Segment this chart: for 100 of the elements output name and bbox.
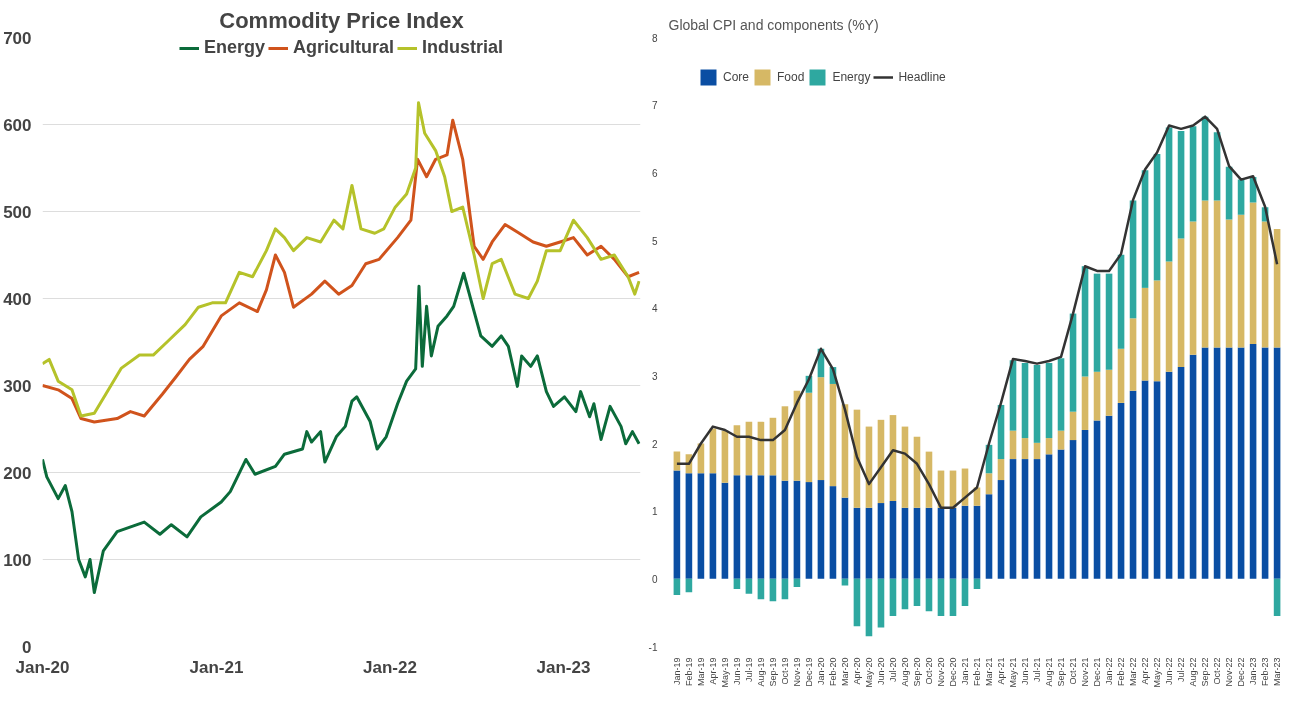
x-tick-label: Oct-20 <box>923 657 934 685</box>
bar <box>877 503 885 579</box>
bar <box>1105 273 1113 370</box>
x-tick-label: Jan-23 <box>1248 657 1259 686</box>
bar <box>1165 261 1173 372</box>
x-tick-label: Jan-21 <box>960 657 970 686</box>
x-tick-label: Sep-19 <box>767 657 778 687</box>
bar <box>1177 367 1185 579</box>
bar <box>1249 344 1257 579</box>
bar <box>673 578 681 596</box>
y-tick-label: -1 <box>648 641 658 653</box>
bar <box>1057 358 1065 431</box>
y-tick-label: 200 <box>3 463 32 483</box>
x-tick-label: May-19 <box>719 657 730 688</box>
x-tick-label: Aug-20 <box>899 657 910 687</box>
bar <box>1273 347 1281 579</box>
bar <box>829 486 837 579</box>
bar <box>865 578 873 637</box>
bar <box>1069 440 1077 579</box>
bar <box>1057 430 1065 450</box>
bar <box>1021 362 1029 439</box>
bar <box>1021 459 1029 579</box>
y-tick-label: 2 <box>651 438 658 450</box>
bar <box>1201 200 1209 348</box>
bar <box>877 578 885 628</box>
y-tick-label: 300 <box>3 376 32 396</box>
bar <box>1153 280 1161 382</box>
x-tick-label: Sep-21 <box>1056 657 1067 687</box>
bar <box>781 578 789 600</box>
bar <box>1009 459 1017 579</box>
y-tick-label: 0 <box>22 637 32 657</box>
bar <box>1273 578 1281 617</box>
bar <box>769 475 777 579</box>
x-tick-label: Jul-21 <box>1032 657 1043 683</box>
bar <box>709 473 717 579</box>
bar <box>1189 354 1197 579</box>
x-tick-label: Feb-20 <box>827 657 838 687</box>
bar <box>733 578 741 589</box>
bar <box>1117 348 1125 403</box>
legend-label: Food <box>777 70 805 84</box>
bar <box>853 578 861 627</box>
bar <box>889 501 897 579</box>
x-tick-label: Nov-20 <box>935 657 946 687</box>
bar <box>1081 376 1089 430</box>
y-tick-label: 700 <box>3 28 32 48</box>
bar <box>1213 200 1221 348</box>
y-tick-label: 5 <box>651 235 658 247</box>
bar <box>985 494 993 579</box>
bar <box>1225 219 1233 348</box>
bar <box>901 578 909 610</box>
bar <box>805 392 813 483</box>
bar <box>1189 221 1197 355</box>
y-tick-label: 100 <box>3 550 32 570</box>
y-tick-label: 8 <box>651 32 658 44</box>
x-tick-label: Dec-21 <box>1092 657 1103 687</box>
x-tick-label: Jul-20 <box>887 657 898 683</box>
x-tick-label: Jul-22 <box>1176 657 1187 683</box>
bar <box>1213 347 1221 579</box>
x-tick-label: Jan-20 <box>15 657 70 677</box>
x-tick-label: Nov-21 <box>1080 657 1091 687</box>
bar <box>817 480 825 579</box>
x-tick-label: Sep-20 <box>911 657 922 687</box>
bar <box>1141 380 1149 579</box>
bar <box>829 383 837 487</box>
x-tick-label: Jan-22 <box>1104 657 1115 686</box>
y-tick-label: 7 <box>651 100 658 112</box>
x-tick-label: Mar-20 <box>839 657 850 687</box>
x-tick-label: Jun-20 <box>875 657 886 686</box>
x-tick-label: Nov-22 <box>1224 657 1235 687</box>
x-tick-label: Dec-20 <box>947 657 958 687</box>
bar <box>949 507 957 579</box>
bar <box>949 578 957 617</box>
bar <box>913 578 921 606</box>
bar <box>817 377 825 481</box>
x-tick-label: Feb-23 <box>1260 657 1271 687</box>
bar <box>721 430 729 483</box>
x-tick-label: Apr-19 <box>707 657 718 685</box>
bar <box>1237 347 1245 579</box>
bar <box>865 507 873 579</box>
bar <box>781 480 789 579</box>
bar <box>697 473 705 579</box>
bar <box>1081 429 1089 579</box>
bar <box>757 475 765 579</box>
bar <box>961 505 969 579</box>
x-tick-label: Nov-19 <box>791 657 802 687</box>
bar <box>997 459 1005 481</box>
x-tick-label: Mar-19 <box>695 657 706 687</box>
bar <box>1105 415 1113 579</box>
chart-title: Global CPI and components (%Y) <box>668 16 879 33</box>
bar <box>1033 442 1041 460</box>
bar <box>973 505 981 579</box>
x-tick-label: May-22 <box>1152 657 1163 688</box>
x-tick-label: Dec-19 <box>803 657 814 687</box>
bar <box>685 473 693 579</box>
bar <box>1045 362 1053 439</box>
bar <box>745 475 753 579</box>
bar <box>901 507 909 579</box>
x-tick-label: Aug-21 <box>1044 657 1055 687</box>
x-tick-label: Jan-19 <box>671 657 682 686</box>
legend-label: Energy <box>832 70 871 84</box>
